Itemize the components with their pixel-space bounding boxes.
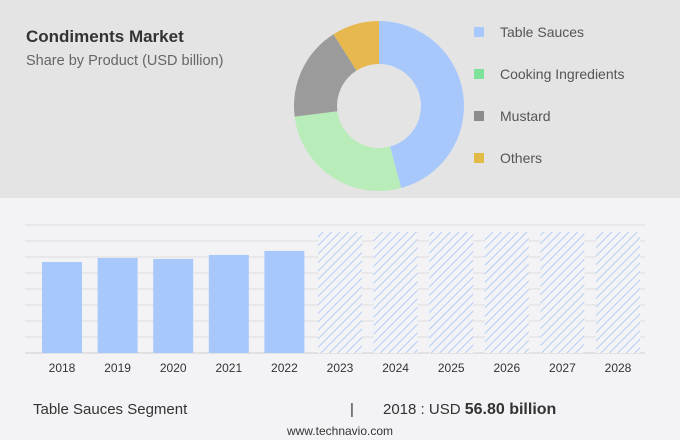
chart-subtitle: Share by Product (USD billion) [26, 53, 224, 69]
donut-chart [294, 21, 464, 191]
legend-label: Mustard [500, 108, 551, 124]
x-tick-label: 2019 [104, 361, 131, 375]
legend-item: Others [474, 137, 625, 179]
bar-2019 [97, 257, 138, 353]
x-tick-label: 2027 [549, 361, 576, 375]
x-tick-label: 2024 [382, 361, 409, 375]
bar-2022 [264, 250, 305, 353]
forecast-bar-2025 [429, 232, 474, 353]
donut-slice-2 [294, 34, 357, 117]
value-readout: 2018 : USD 56.80 billion [383, 401, 556, 419]
x-tick-label: 2018 [49, 361, 76, 375]
legend-swatch [474, 27, 484, 37]
donut-slice-0 [379, 21, 464, 189]
bar-2018 [42, 262, 82, 353]
source-url: www.technavio.com [286, 424, 394, 438]
legend-label: Cooking Ingredients [500, 66, 625, 82]
year-label: 2018 : USD [383, 401, 461, 418]
forecast-bar-2028 [596, 232, 640, 353]
x-tick-label: 2023 [327, 361, 354, 375]
donut-slice-3 [333, 21, 379, 71]
forecast-bar-2023 [318, 232, 362, 353]
legend-swatch [474, 69, 484, 79]
donut-slice-1 [294, 111, 402, 191]
x-tick-label: 2028 [605, 361, 632, 375]
forecast-bar-2027 [540, 232, 585, 353]
bar-2020 [153, 258, 194, 353]
legend-swatch [474, 153, 484, 163]
legend-label: Others [500, 150, 543, 166]
legend: Table Sauces Cooking Ingredients Mustard… [474, 11, 625, 179]
separator: | [350, 401, 354, 418]
x-tick-label: 2021 [215, 361, 242, 375]
x-tick-label: 2026 [493, 361, 520, 375]
legend-item: Mustard [474, 95, 625, 137]
x-tick-label: 2022 [271, 361, 298, 375]
legend-item: Table Sauces [474, 11, 625, 53]
legend-label: Table Sauces [500, 24, 585, 40]
bar-2021 [208, 254, 249, 353]
chart-title: Condiments Market [26, 27, 184, 46]
x-tick-label: 2020 [160, 361, 187, 375]
legend-swatch [474, 111, 484, 121]
legend-item: Cooking Ingredients [474, 53, 625, 95]
segment-label: Table Sauces Segment [33, 401, 188, 418]
x-tick-label: 2025 [438, 361, 465, 375]
bar-chart: 2018 2019 2020 2021 2022 2023 2024 2025 2026 2027… [25, 224, 645, 375]
forecast-bar-2024 [373, 232, 418, 353]
segment-value: 56.80 billion [464, 401, 557, 418]
forecast-bar-2026 [484, 232, 529, 353]
